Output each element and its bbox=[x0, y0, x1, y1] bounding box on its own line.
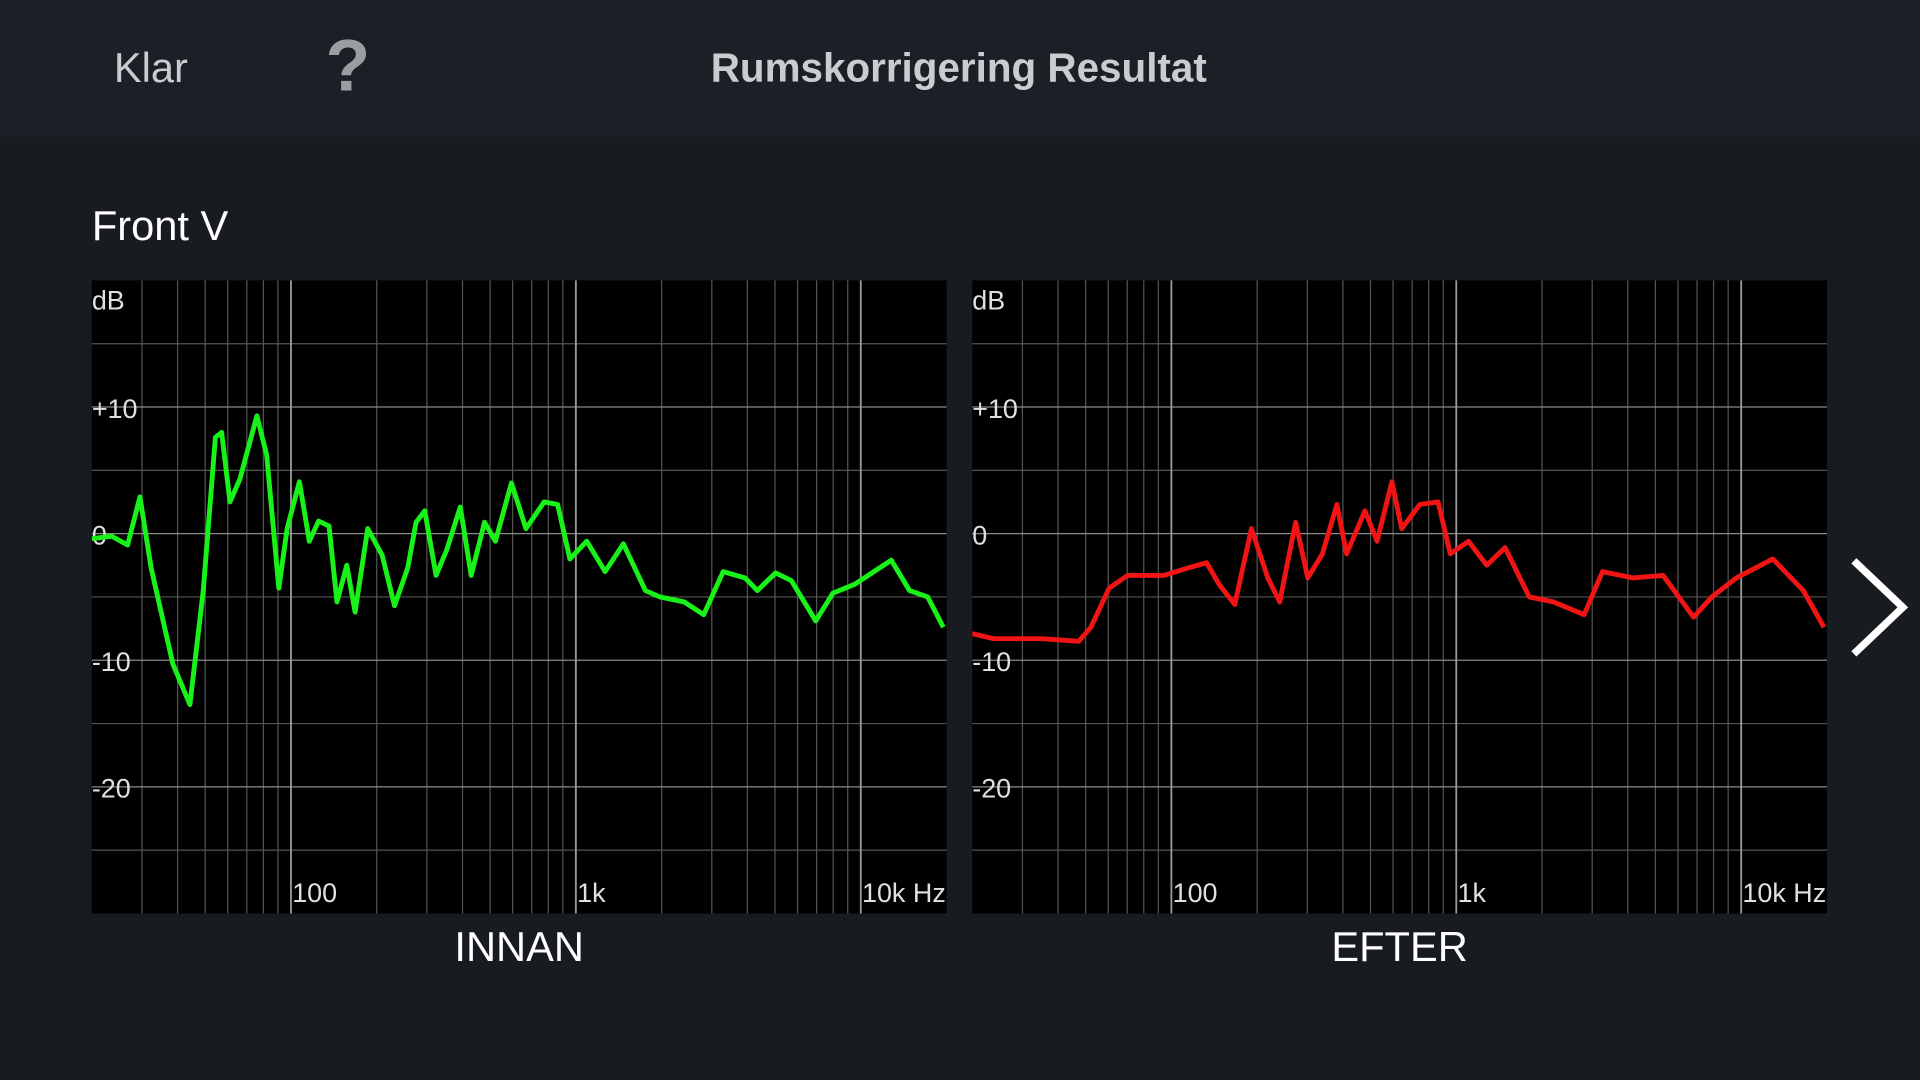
x-tick-label: 100 bbox=[292, 878, 337, 908]
channel-name: Front V bbox=[92, 202, 229, 249]
screen-title: Rumskorrigering Resultat bbox=[711, 45, 1207, 91]
chart: +10 0 -10 -20 100 1k 10k Hz dB EFTER bbox=[972, 280, 1827, 970]
header-bar bbox=[0, 0, 1920, 138]
y-tick-label: +10 bbox=[972, 394, 1018, 424]
chart-title: EFTER bbox=[1331, 923, 1467, 970]
x-tick-label: 10k Hz bbox=[862, 878, 946, 908]
y-axis-label: dB bbox=[92, 286, 125, 316]
help-button[interactable]: ? bbox=[325, 23, 370, 106]
x-tick-label: 1k bbox=[1458, 878, 1487, 908]
y-tick-label: -20 bbox=[92, 774, 131, 804]
response-line bbox=[91, 413, 946, 708]
y-tick-label: -20 bbox=[972, 774, 1011, 804]
x-tick-label: 10k Hz bbox=[1742, 878, 1826, 908]
y-axis-label: dB bbox=[972, 286, 1005, 316]
chart-title: INNAN bbox=[454, 923, 584, 970]
y-tick-label: +10 bbox=[92, 394, 138, 424]
response-line bbox=[972, 479, 1827, 644]
next-arrow[interactable] bbox=[1851, 558, 1909, 657]
y-tick-label: -10 bbox=[972, 647, 1011, 677]
x-tick-label: 1k bbox=[577, 878, 606, 908]
done-button[interactable]: Klar bbox=[114, 44, 188, 91]
x-tick-label: 100 bbox=[1173, 878, 1218, 908]
y-tick-label: 0 bbox=[972, 520, 987, 550]
y-tick-label: -10 bbox=[92, 647, 131, 677]
charts: +10 0 -10 -20 100 1k 10k Hz dB INNAN +10 0 -10 -20 10… bbox=[91, 280, 1827, 970]
